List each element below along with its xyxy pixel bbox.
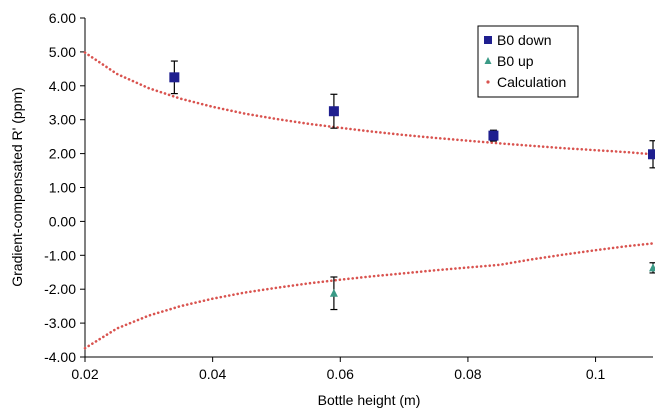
b0-down-point [488, 130, 499, 141]
x-tick-label: 0.08 [454, 366, 481, 382]
y-tick-label: 4.00 [49, 78, 76, 94]
x-tick-label: 0.1 [586, 366, 606, 382]
legend-marker-calculation [486, 80, 490, 84]
y-axis-title: Gradient-compensated R' (ppm) [9, 87, 25, 287]
y-tick-label: 1.00 [49, 180, 76, 196]
legend-marker-b0-up [484, 57, 492, 64]
calculation-curve [83, 242, 655, 350]
b0-up-point [329, 288, 338, 297]
y-tick-label: 3.00 [49, 112, 76, 128]
x-tick-label: 0.02 [71, 366, 98, 382]
y-tick-label: -4.00 [44, 349, 76, 365]
x-tick-label: 0.06 [327, 366, 354, 382]
b0-down-point [169, 72, 180, 83]
calculation-curve [83, 51, 655, 156]
legend: B0 down B0 up Calculation [477, 25, 579, 98]
y-tick-label: 6.00 [49, 10, 76, 26]
y-tick-label: -3.00 [44, 315, 76, 331]
b0-up-point [649, 263, 655, 272]
y-tick-label: 2.00 [49, 146, 76, 162]
legend-label: B0 down [497, 32, 551, 48]
legend-label: B0 up [497, 53, 534, 69]
legend-marker-b0-down [484, 36, 492, 44]
plot-area: 6.00 5.00 4.00 3.00 2.00 1.00 0.00 -1.00 -2.00 -3… [44, 10, 655, 382]
y-tick-label: -1.00 [44, 247, 76, 263]
b0-down-point [648, 149, 655, 160]
x-axis-label: Bottle height (m) [318, 392, 421, 408]
legend-box [477, 25, 579, 98]
x-tick-label: 0.04 [199, 366, 226, 382]
y-tick-label: 0.00 [49, 213, 76, 229]
y-axis-label: Gradient-compensated R' (ppm) [9, 87, 25, 287]
b0-down-point [328, 106, 339, 117]
y-tick-label: 5.00 [49, 44, 76, 60]
y-tick-label: -2.00 [44, 281, 76, 297]
legend-label: Calculation [497, 74, 566, 90]
